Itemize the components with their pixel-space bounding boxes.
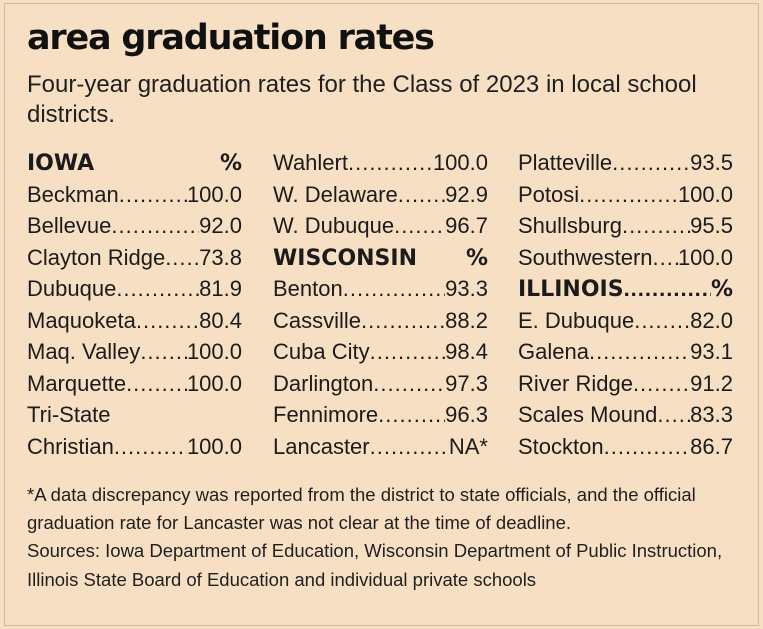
- table-row: Cassville 88.2: [273, 305, 488, 337]
- district-rate: 100.0: [186, 370, 242, 396]
- district-name: Platteville: [518, 150, 613, 175]
- table-column-3: Platteville 93.5 Potosi 100.0 Shullsburg 95…: [518, 147, 733, 462]
- district-rate: 96.7: [445, 213, 488, 238]
- district-name: Tri-State: [27, 402, 111, 427]
- district-rate: 86.7: [690, 433, 733, 459]
- table-row: Dubuque 81.9: [27, 273, 242, 305]
- district-name: Fennimore: [273, 402, 379, 427]
- district-name: Dubuque: [27, 276, 117, 301]
- discrepancy-footnote: *A data discrepancy was reported from th…: [27, 484, 696, 534]
- district-rate: 93.3: [445, 276, 488, 301]
- footnotes: *A data discrepancy was reported from th…: [27, 481, 742, 594]
- district-rate: 81.9: [199, 276, 242, 301]
- district-name: E. Dubuque: [518, 307, 635, 333]
- table-row: Shullsburg 95.5: [518, 210, 733, 242]
- table-row: E. Dubuque 82.0: [518, 305, 733, 337]
- district-name: Galena: [518, 339, 589, 364]
- table-row: W. Dubuque 96.7: [273, 210, 488, 242]
- table-row: Darlington 97.3: [273, 368, 488, 400]
- table-row: Bellevue 92.0: [27, 210, 242, 242]
- district-rate: 88.2: [445, 307, 488, 333]
- table-row: Potosi 100.0: [518, 179, 733, 211]
- table-row: Marquette 100.0: [27, 368, 242, 400]
- district-rate: 100.0: [677, 181, 733, 207]
- district-rate: 95.5: [690, 213, 733, 238]
- group-unit: %: [465, 245, 488, 271]
- table-row: Galena 93.1: [518, 336, 733, 368]
- district-name: Cassville: [273, 307, 362, 333]
- district-rate: 91.2: [690, 370, 733, 396]
- district-name: Cuba City: [273, 339, 370, 364]
- group-unit: %: [219, 151, 242, 176]
- district-name: River Ridge: [518, 370, 633, 396]
- district-rate: 100.0: [677, 244, 733, 270]
- district-rate: 96.3: [445, 402, 488, 427]
- district-rate: 82.0: [690, 307, 733, 333]
- district-rate: 97.3: [445, 370, 488, 396]
- table-row: Lancaster NA*: [273, 431, 488, 463]
- group-name: ILLINOIS: [518, 277, 624, 302]
- district-name: Christian: [27, 433, 114, 459]
- district-rate: 93.1: [690, 339, 733, 364]
- table-row: Maquoketa 80.4: [27, 305, 242, 337]
- group-header-iowa: IOWA %: [27, 147, 242, 179]
- district-name: Shullsburg: [518, 213, 622, 238]
- district-name: W. Dubuque: [273, 213, 395, 238]
- district-name: Lancaster: [273, 433, 370, 459]
- table-row: Southwestern 100.0: [518, 242, 733, 274]
- table-row: Benton 93.3: [273, 273, 488, 305]
- group-header-illinois: ILLINOIS %: [518, 273, 733, 305]
- district-rate: 83.3: [690, 402, 733, 427]
- district-rate: 92.9: [445, 181, 488, 207]
- district-rate: 100.0: [186, 433, 242, 459]
- table-column-1: IOWA % Beckman 100.0 Bellevue 92.0 Clayton…: [27, 147, 242, 462]
- district-rate: 80.4: [199, 307, 242, 333]
- district-name: Darlington: [273, 370, 374, 396]
- table-row: Maq. Valley 100.0: [27, 336, 242, 368]
- district-rate: 100.0: [186, 339, 242, 364]
- group-name: IOWA: [27, 151, 95, 176]
- district-name: Maq. Valley: [27, 339, 141, 364]
- district-name: Southwestern: [518, 244, 653, 270]
- table-column-2: Wahlert 100.0 W. Delaware 92.9 W. Dubuque 9…: [273, 147, 488, 462]
- table-row: Clayton Ridge 73.8: [27, 242, 242, 274]
- district-name: Benton: [273, 276, 343, 301]
- district-name: Potosi: [518, 181, 580, 207]
- graphic-frame: [4, 3, 759, 626]
- district-rate: 100.0: [432, 150, 488, 175]
- chart-title: area graduation rates: [27, 18, 435, 58]
- table-row: W. Delaware 92.9: [273, 179, 488, 211]
- table-row: Cuba City 98.4: [273, 336, 488, 368]
- district-rate: 98.4: [445, 339, 488, 364]
- district-name: Clayton Ridge: [27, 244, 166, 270]
- district-name: W. Delaware: [273, 181, 398, 207]
- district-rate: 92.0: [199, 213, 242, 238]
- group-unit: %: [710, 277, 733, 302]
- district-name: Stockton: [518, 433, 604, 459]
- table-row: Wahlert 100.0: [273, 147, 488, 179]
- group-header-wisconsin: WISCONSIN %: [273, 242, 488, 274]
- district-name: Scales Mound: [518, 402, 658, 427]
- table-row: River Ridge 91.2: [518, 368, 733, 400]
- sources-note: Sources: Iowa Department of Education, W…: [27, 540, 723, 590]
- district-name: Marquette: [27, 370, 127, 396]
- table-row: Tri-State: [27, 399, 242, 431]
- district-name: Beckman: [27, 181, 119, 207]
- table-row: Christian 100.0: [27, 431, 242, 463]
- district-name: Maquoketa: [27, 307, 136, 333]
- district-rate: 100.0: [186, 181, 242, 207]
- district-rate: 93.5: [690, 150, 733, 175]
- table-row: Beckman 100.0: [27, 179, 242, 211]
- table-row: Fennimore 96.3: [273, 399, 488, 431]
- district-rate: 73.8: [199, 244, 242, 270]
- table-row: Scales Mound 83.3: [518, 399, 733, 431]
- chart-subtitle: Four-year graduation rates for the Class…: [27, 71, 697, 128]
- group-name: WISCONSIN: [273, 245, 417, 271]
- district-rate: NA*: [448, 433, 488, 459]
- table-row: Stockton 86.7: [518, 431, 733, 463]
- district-name: Bellevue: [27, 213, 112, 238]
- table-row: Platteville 93.5: [518, 147, 733, 179]
- district-name: Wahlert: [273, 150, 348, 175]
